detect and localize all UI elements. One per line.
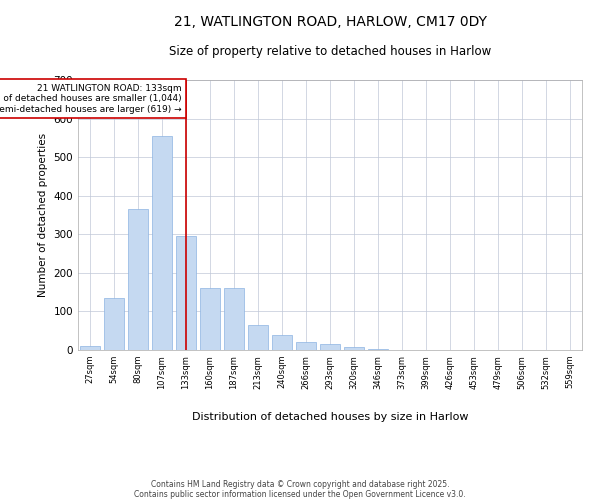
Bar [248, 325, 268, 350]
Bar [272, 334, 292, 350]
Bar [128, 209, 148, 350]
Bar [368, 349, 388, 350]
Bar [296, 342, 316, 350]
Text: 21, WATLINGTON ROAD, HARLOW, CM17 0DY: 21, WATLINGTON ROAD, HARLOW, CM17 0DY [173, 15, 487, 29]
Y-axis label: Number of detached properties: Number of detached properties [38, 133, 48, 297]
Text: 21 WATLINGTON ROAD: 133sqm
← 63% of detached houses are smaller (1,044)
37% of s: 21 WATLINGTON ROAD: 133sqm ← 63% of deta… [0, 84, 181, 114]
Bar [104, 298, 124, 350]
Text: Contains HM Land Registry data © Crown copyright and database right 2025.
Contai: Contains HM Land Registry data © Crown c… [134, 480, 466, 500]
Text: Distribution of detached houses by size in Harlow: Distribution of detached houses by size … [192, 412, 468, 422]
Bar [320, 344, 340, 350]
Bar [344, 348, 364, 350]
Bar [224, 288, 244, 350]
Text: Size of property relative to detached houses in Harlow: Size of property relative to detached ho… [169, 45, 491, 58]
Bar [152, 136, 172, 350]
Bar [176, 236, 196, 350]
Bar [200, 288, 220, 350]
Bar [80, 346, 100, 350]
